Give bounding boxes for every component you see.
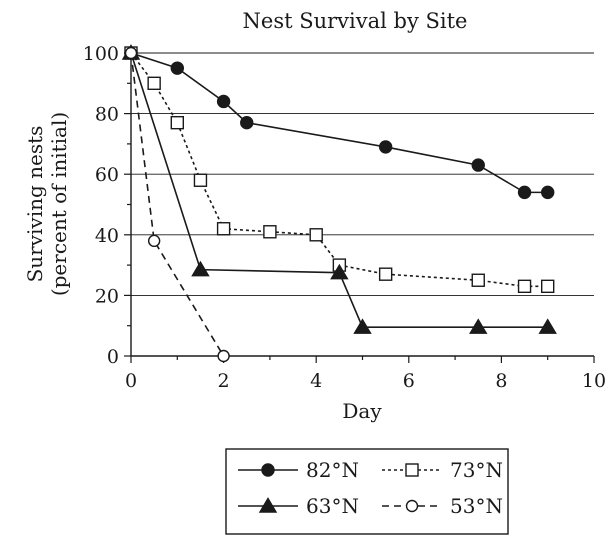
data-point-82n — [216, 94, 231, 109]
data-point-82n — [170, 61, 185, 75]
legend-label: 73°N — [450, 458, 503, 482]
series-layer — [121, 44, 557, 363]
y-axis-ticks: 0 20 40 60 80 100 — [83, 43, 131, 368]
data-point-73n — [263, 225, 277, 239]
y-tick-label: 20 — [95, 285, 119, 307]
data-point-73n — [471, 273, 485, 287]
y-axis-label-line-1: Surviving nests — [23, 126, 47, 283]
data-point-63n — [538, 318, 557, 334]
series-82n — [124, 46, 555, 200]
legend-label: 63°N — [306, 494, 359, 518]
gridlines — [131, 52, 594, 296]
legend-entry-63n: 63°N — [238, 494, 359, 518]
x-axis-label: Day — [342, 399, 382, 423]
series-line — [130, 52, 225, 357]
data-point-73n — [147, 76, 161, 91]
data-point-73n — [309, 228, 323, 242]
legend-marker — [405, 499, 419, 513]
y-tick-label: 60 — [95, 164, 119, 186]
y-axis-label-line-2: (percent of initial) — [47, 112, 71, 296]
data-point-73n — [517, 279, 532, 294]
data-point-82n — [517, 185, 532, 200]
x-axis-ticks: 0 2 4 6 8 10 — [125, 356, 606, 392]
x-tick-label: 2 — [218, 370, 230, 392]
x-tick-label: 8 — [495, 370, 507, 392]
data-point-63n — [330, 263, 349, 280]
data-point-82n — [541, 185, 555, 200]
y-tick-label: 0 — [107, 346, 119, 368]
legend-box — [225, 448, 509, 535]
series-73n — [124, 46, 555, 294]
data-point-82n — [378, 140, 393, 154]
x-tick-label: 0 — [125, 370, 137, 392]
axes — [130, 53, 594, 357]
legend-marker — [258, 497, 278, 513]
data-point-82n — [471, 158, 485, 172]
legend-entry-73n: 73°N — [382, 458, 503, 482]
series-63n — [121, 44, 557, 334]
legend-marker — [405, 463, 419, 477]
x-tick-label: 4 — [310, 370, 322, 392]
x-tick-label: 6 — [403, 370, 415, 392]
data-point-73n — [193, 173, 208, 187]
data-point-73n — [170, 115, 185, 130]
legend-marker — [261, 463, 275, 477]
y-tick-label: 40 — [95, 225, 119, 247]
data-point-63n — [353, 318, 372, 334]
y-tick-label: 100 — [83, 43, 119, 65]
series-line — [130, 52, 548, 194]
y-axis-label: Surviving nests (percent of initial) — [23, 112, 71, 296]
data-point-63n — [191, 260, 210, 277]
legend: 82°N 73°N 63°N 53°N — [225, 448, 509, 535]
data-point-73n — [216, 222, 231, 236]
legend-label: 53°N — [450, 494, 503, 518]
series-53n — [124, 46, 230, 363]
data-point-73n — [541, 279, 555, 294]
data-point-73n — [378, 267, 393, 281]
data-point-53n — [124, 46, 138, 60]
legend-entry-53n: 53°N — [382, 494, 503, 518]
y-tick-label: 80 — [95, 104, 119, 126]
data-point-53n — [147, 234, 161, 248]
data-point-82n — [240, 115, 254, 130]
legend-entry-82n: 82°N — [238, 458, 359, 482]
chart-title: Nest Survival by Site — [243, 9, 468, 33]
x-tick-label: 10 — [582, 370, 606, 392]
series-line — [130, 52, 548, 329]
data-point-63n — [469, 318, 488, 334]
legend-label: 82°N — [306, 458, 359, 482]
data-point-53n — [217, 349, 230, 363]
